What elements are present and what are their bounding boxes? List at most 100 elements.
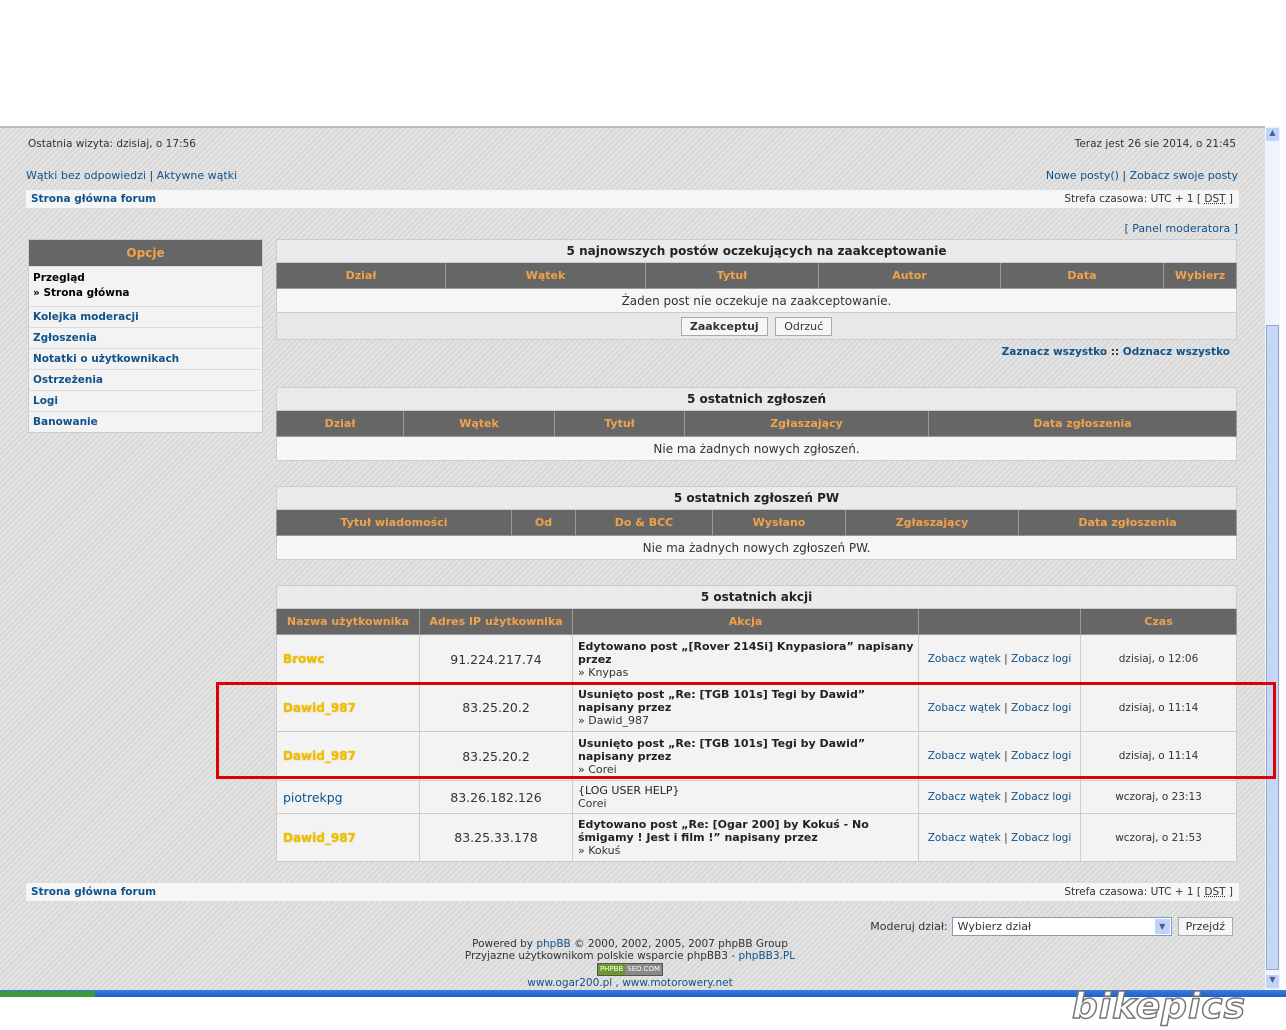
view-topic-link[interactable]: Zobacz wątek [927, 653, 1001, 665]
mod-panel-link[interactable]: [ Panel moderatora ] [1124, 222, 1238, 235]
sidebar-item-warnings[interactable]: Ostrzeżenia [29, 369, 262, 390]
action-time: dzisiaj, o 11:14 [1079, 731, 1238, 781]
action-cell: Usunięto post „Re: [TGB 101s] Tegi by Da… [572, 731, 919, 781]
unanswered-link[interactable]: Wątki bez odpowiedzi [26, 169, 146, 182]
col-header: Nazwa użytkownika [276, 608, 420, 635]
breadcrumb-bar-bottom: Strona główna forum Strefa czasowa: UTC … [25, 882, 1240, 902]
sidebar-item-bans[interactable]: Banowanie [29, 411, 262, 432]
ip-address: 83.26.182.126 [419, 780, 573, 814]
separator: :: [1110, 346, 1120, 358]
action-cell: Edytowano post „Re: [Ogar 200] by Kokuś … [572, 813, 919, 862]
separator: | [1004, 831, 1008, 844]
col-header: Wątek [403, 410, 555, 437]
scroll-down-icon[interactable]: ▼ [1266, 975, 1279, 988]
chevron-down-icon[interactable]: ▼ [1154, 919, 1170, 934]
dst-abbr: DST [1204, 886, 1226, 898]
action-cell: Usunięto post „Re: [TGB 101s] Tegi by Da… [572, 683, 919, 732]
scroll-up-icon[interactable]: ▲ [1266, 128, 1279, 141]
col-header: Wątek [445, 262, 646, 289]
table-row: piotrekpg 83.26.182.126 {LOG USER HELP} Cor… [276, 780, 1238, 814]
start-button[interactable] [0, 991, 95, 997]
view-logs-link[interactable]: Zobacz logi [1011, 701, 1072, 714]
forum-page: Ostatnia wizyta: dzisiaj, o 17:56 Teraz … [0, 126, 1265, 990]
action-text: Usunięto post „Re: [TGB 101s] Tegi by Da… [578, 736, 866, 763]
table-row: Browc 91.224.217.74 Edytowano post „[Rover… [276, 634, 1238, 684]
empty-message: Nie ma żadnych nowych zgłoszeń. [275, 436, 1238, 461]
last-visit: Ostatnia wizyta: dzisiaj, o 17:56 [28, 138, 196, 150]
view-logs-link[interactable]: Zobacz logi [1011, 791, 1072, 803]
action-time: wczoraj, o 21:53 [1079, 813, 1238, 862]
forum-select[interactable]: Wybierz dział ▼ [951, 917, 1172, 936]
forum-home-link[interactable]: Strona główna forum [31, 193, 157, 205]
queue-table: 5 najnowszych postów oczekujących na zaa… [275, 239, 1238, 340]
select-all-link[interactable]: Zaznacz wszystko [1001, 346, 1108, 358]
action-text: Edytowano post „Re: [Ogar 200] by Kokuś … [578, 818, 869, 844]
view-topic-link[interactable]: Zobacz wątek [927, 831, 1001, 844]
actions-title: 5 ostatnich akcji [275, 585, 1238, 609]
action-author: Corei [578, 797, 607, 810]
deselect-all-link[interactable]: Odznacz wszystko [1122, 346, 1230, 358]
moderate-forum-label: Moderuj dział: [870, 920, 948, 933]
col-header: Dział [276, 410, 404, 437]
phpbb-link[interactable]: phpBB [536, 938, 571, 950]
ip-address: 83.25.33.178 [419, 813, 573, 862]
sidebar-item-reports[interactable]: Zgłoszenia [29, 327, 262, 348]
sidebar-item-queue[interactable]: Kolejka moderacji [29, 306, 262, 327]
queue-title: 5 najnowszych postów oczekujących na zaa… [275, 239, 1238, 263]
username-link[interactable]: Dawid_987 [276, 731, 420, 781]
separator: | [1004, 791, 1008, 803]
sidebar: Opcje Przegląd » Strona główna Kolejka m… [28, 239, 263, 433]
table-row: Dawid_987 83.25.33.178 Edytowano post „Re:… [276, 813, 1238, 862]
action-author: » Dawid_987 [578, 714, 649, 727]
empty-message: Żaden post nie oczekuje na zaakceptowani… [275, 288, 1238, 313]
taskbar [0, 990, 1286, 997]
username-link[interactable]: Dawid_987 [276, 683, 420, 732]
col-header: Data [1000, 262, 1164, 289]
view-topic-link[interactable]: Zobacz wątek [927, 750, 1001, 762]
view-topic-link[interactable]: Zobacz wątek [927, 701, 1001, 714]
action-time: dzisiaj, o 12:06 [1079, 634, 1238, 684]
separator: | [1122, 169, 1127, 182]
pm-reports-title: 5 ostatnich zgłoszeń PW [275, 486, 1238, 510]
action-time: wczoraj, o 23:13 [1079, 780, 1238, 814]
view-topic-link[interactable]: Zobacz wątek [927, 791, 1001, 803]
badge-right: SEO.COM [625, 964, 663, 975]
view-logs-link[interactable]: Zobacz logi [1011, 653, 1072, 665]
username-link[interactable]: piotrekpg [276, 780, 420, 814]
bracket: ] [1228, 886, 1233, 898]
reports-table: 5 ostatnich zgłoszeń Dział Wątek Tytuł Zgła… [275, 387, 1238, 461]
sidebar-item-logs[interactable]: Logi [29, 390, 262, 411]
reject-button[interactable]: Odrzuć [775, 316, 833, 336]
scrollbar-thumb[interactable] [1266, 325, 1279, 970]
view-logs-link[interactable]: Zobacz logi [1011, 831, 1072, 844]
badge-left: PHPBB [597, 964, 626, 975]
col-header: Adres IP użytkownika [419, 608, 573, 635]
own-posts-link[interactable]: Zobacz swoje posty [1129, 169, 1238, 182]
table-row: Dawid_987 83.25.20.2 Usunięto post „Re: [T… [276, 731, 1238, 781]
username-link[interactable]: Browc [276, 634, 420, 684]
accept-button[interactable]: Zaakceptuj [680, 316, 768, 336]
col-header: Tytuł [554, 410, 685, 437]
go-button[interactable]: Przejdź [1177, 917, 1233, 936]
actions-table: 5 ostatnich akcji Nazwa użytkownika Adres… [275, 585, 1238, 862]
username-link[interactable]: Dawid_987 [276, 813, 420, 862]
view-logs-link[interactable]: Zobacz logi [1011, 750, 1072, 762]
phpbb3pl-link[interactable]: phpBB3.PL [738, 950, 796, 962]
col-header: Zgłaszający [845, 509, 1019, 536]
separator: | [149, 169, 154, 182]
col-header: Wysłano [712, 509, 846, 536]
col-header: Dział [276, 262, 446, 289]
sidebar-item-overview[interactable]: Przegląd » Strona główna [29, 266, 262, 306]
action-text: Edytowano post „[Rover 214Si] Knypasiora… [578, 639, 914, 666]
sidebar-item-notes[interactable]: Notatki o użytkownikach [29, 348, 262, 369]
col-header: Wybierz [1162, 262, 1238, 289]
dst-abbr: DST [1204, 193, 1226, 205]
empty-message: Nie ma żadnych nowych zgłoszeń PW. [275, 535, 1238, 560]
sites-link[interactable]: www.ogar200.pl , www.motorowery.net [527, 977, 733, 989]
col-header: Do & BCC [575, 509, 713, 536]
col-header: Od [511, 509, 576, 536]
new-posts-link[interactable]: Nowe posty() [1045, 169, 1119, 182]
phpbbseo-badge[interactable]: PHPBB SEO.COM [596, 963, 664, 976]
active-topics-link[interactable]: Aktywne wątki [156, 169, 238, 182]
forum-home-link[interactable]: Strona główna forum [31, 886, 157, 898]
